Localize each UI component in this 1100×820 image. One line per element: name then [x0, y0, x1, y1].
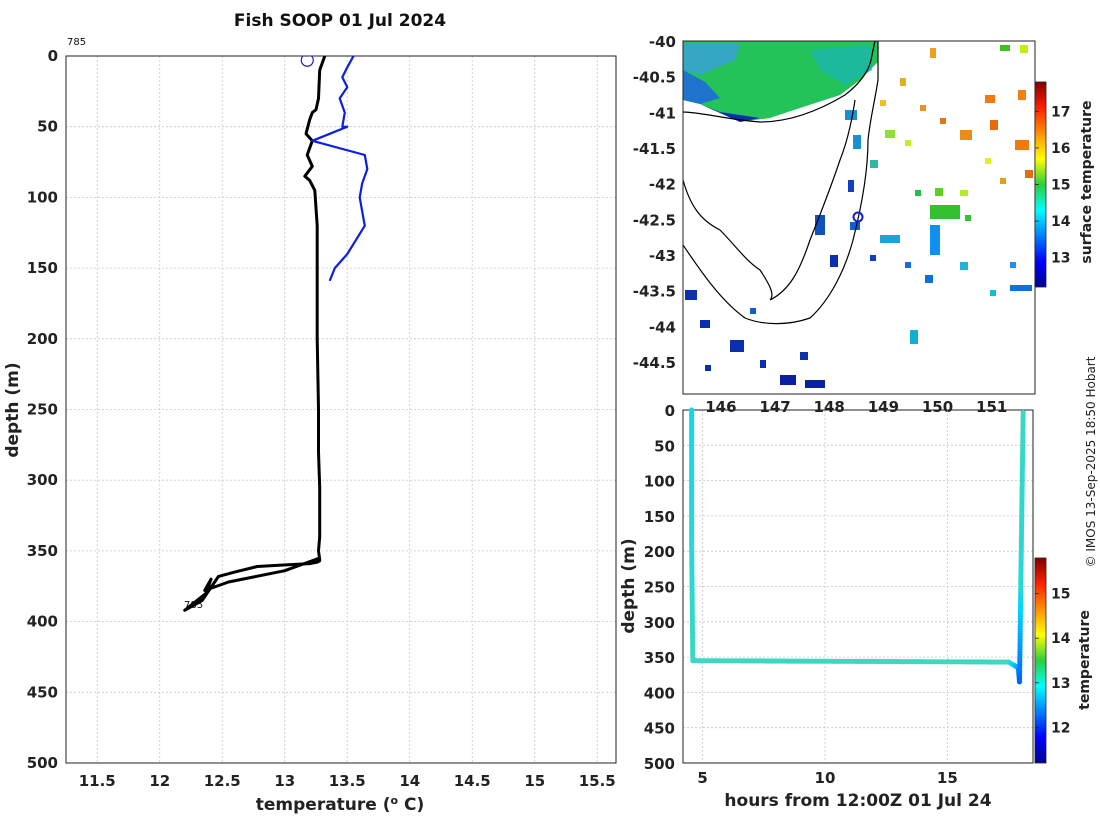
sst-colorbar-ticks: 13 14 15 16 17	[1035, 104, 1071, 267]
track-ytick-3: 150	[644, 508, 675, 526]
map-xtick-3: 149	[868, 398, 899, 416]
temp-cb-tick-2: 14	[1051, 631, 1071, 647]
profile-xtick-0: 11.5	[79, 772, 116, 790]
profile-xtick-3: 13	[274, 772, 295, 790]
map-xtick-0: 146	[705, 398, 736, 416]
temp-cb-tick-1: 13	[1051, 676, 1070, 692]
sst-cb-tick-3: 16	[1051, 141, 1070, 157]
profile-xtick-4: 13.5	[329, 772, 366, 790]
track-xtick-1: 10	[815, 769, 836, 787]
profile-xtick-1: 12	[149, 772, 170, 790]
sst-cb-tick-2: 15	[1051, 178, 1070, 194]
profile-xtick-2: 12.5	[204, 772, 241, 790]
profile-ytick-5: 250	[27, 401, 58, 419]
track-ytick-9: 450	[644, 720, 675, 738]
profile-ytick-3: 150	[27, 259, 58, 277]
sst-colorbar-label: surface temperature	[1079, 100, 1095, 263]
map-ytick-5: -42.5	[633, 211, 676, 229]
map-ytick-8: -44	[649, 318, 676, 336]
map-ytick-6: -43	[649, 247, 676, 265]
profile-xtick-6: 14.5	[454, 772, 491, 790]
sst-cb-tick-4: 17	[1051, 104, 1070, 120]
profile-ytick-10: 500	[27, 754, 58, 772]
credit-text: © IMOS 13-Sep-2025 18:50 Hobart	[1084, 356, 1098, 567]
track-axes-box	[682, 409, 1034, 764]
profile-xtick-7: 15	[524, 772, 545, 790]
map-xtick-2: 148	[814, 398, 845, 416]
profile-title: Fish SOOP 01 Jul 2024	[234, 11, 446, 31]
temp-cb-tick-3: 15	[1051, 587, 1070, 603]
profile-ytick-4: 200	[27, 330, 58, 348]
temperature-colorbar-label: temperature	[1077, 610, 1093, 710]
temp-cb-tick-0: 12	[1051, 720, 1070, 736]
track-ytick-4: 200	[644, 543, 675, 561]
ship-position-marker	[852, 211, 864, 223]
map-ytick-2: -41	[649, 104, 676, 122]
sst-cb-tick-0: 13	[1051, 251, 1070, 267]
profile-ytick-2: 100	[27, 188, 58, 206]
profile-ytick-9: 450	[27, 683, 58, 701]
map-ytick-3: -41.5	[633, 140, 676, 158]
profile-ytick-0: 0	[48, 47, 58, 65]
track-ytick-7: 350	[644, 649, 675, 667]
depth-track	[689, 407, 1026, 685]
profile-series-profile	[183, 56, 327, 612]
start-annotation: 785	[67, 37, 86, 48]
map-ytick-0: -40	[649, 33, 676, 51]
profile-ytick-1: 50	[37, 118, 58, 136]
track-grid	[683, 409, 1033, 764]
profile-lines	[183, 56, 369, 612]
map-xtick-4: 150	[922, 398, 953, 416]
profile-ticks: 11.5 12 12.5 13 13.5 14 14.5 15 15.5 0 50 100 150 200…	[27, 47, 616, 790]
track-point	[1020, 409, 1026, 416]
map-xtick-1: 147	[759, 398, 790, 416]
profile-start-marker	[300, 56, 314, 67]
profile-ytick-8: 400	[27, 613, 58, 631]
profile-series-climatology	[311, 56, 369, 282]
profile-grid	[66, 55, 616, 764]
track-ytick-2: 100	[644, 473, 675, 491]
end-annotation: 785	[184, 600, 203, 611]
map-ytick-9: -44.5	[633, 354, 676, 372]
track-ytick-5: 250	[644, 579, 675, 597]
map-ytick-1: -40.5	[633, 69, 676, 87]
track-ylabel: depth (m)	[619, 538, 639, 633]
temperature-colorbar-ticks: 12 13 14 15	[1035, 587, 1071, 736]
profile-axes-box	[65, 55, 617, 764]
map-ytick-4: -42	[649, 176, 676, 194]
temperature-colorbar	[1034, 557, 1047, 764]
sst-map	[682, 40, 1036, 395]
track-xtick-0: 5	[697, 769, 707, 787]
profile-xlabel: temperature (o C)	[256, 794, 425, 816]
profile-xtick-5: 14	[399, 772, 420, 790]
track-ytick-10: 500	[644, 755, 675, 773]
track-ytick-8: 400	[644, 684, 675, 702]
profile-ytick-7: 350	[27, 542, 58, 560]
track-xtick-2: 15	[937, 769, 958, 787]
map-ticks: -40 -40.5 -41 -41.5 -42 -42.5 -43 -43.5 -44 -44.5…	[633, 33, 1008, 416]
sst-cb-tick-1: 14	[1051, 214, 1071, 230]
track-ytick-6: 300	[644, 614, 675, 632]
track-ytick-1: 50	[654, 437, 675, 455]
profile-ytick-6: 300	[27, 471, 58, 489]
sst-pixels	[685, 45, 1033, 388]
map-xtick-5: 151	[976, 398, 1007, 416]
track-xlabel: hours from 12:00Z 01 Jul 24	[724, 791, 991, 811]
profile-xtick-8: 15.5	[579, 772, 616, 790]
profile-ylabel: depth (m)	[3, 362, 23, 457]
track-ytick-0: 0	[665, 402, 675, 420]
map-ytick-7: -43.5	[633, 283, 676, 301]
